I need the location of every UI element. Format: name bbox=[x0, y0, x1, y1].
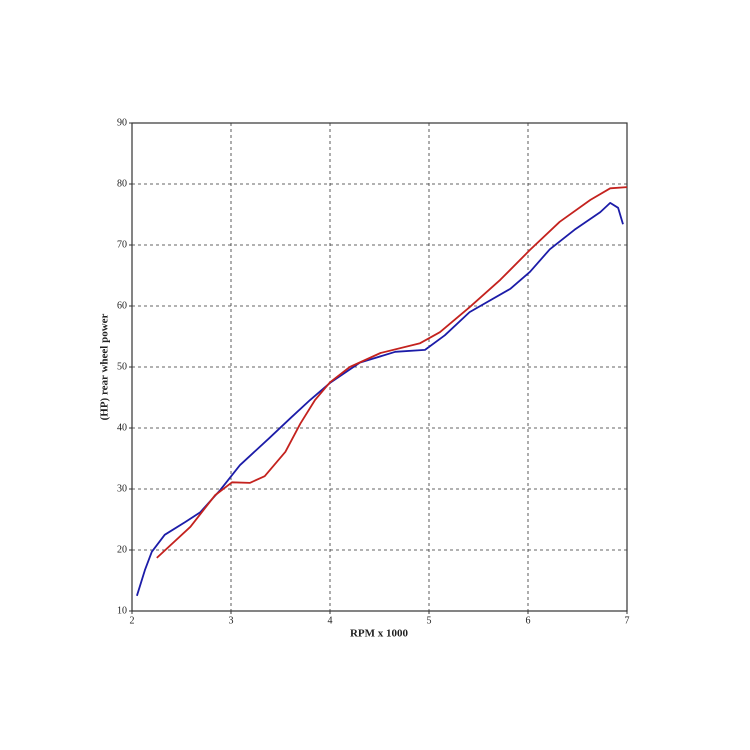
y-tick-label: 90 bbox=[117, 117, 127, 128]
y-tick-label: 40 bbox=[117, 422, 127, 433]
series-line bbox=[156, 186, 628, 559]
x-tick-label: 3 bbox=[229, 615, 234, 626]
y-tick-label: 60 bbox=[117, 300, 127, 311]
x-axis-title: RPM x 1000 bbox=[350, 628, 409, 640]
x-tick-label: 5 bbox=[427, 615, 432, 626]
y-tick-label: 30 bbox=[117, 483, 127, 494]
plot-frame bbox=[131, 122, 628, 612]
x-tick-label: 4 bbox=[328, 615, 333, 626]
y-tick-label: 50 bbox=[117, 361, 127, 372]
y-tick-label: 20 bbox=[117, 544, 127, 555]
x-tick-label: 6 bbox=[526, 615, 531, 626]
x-tick-label: 7 bbox=[625, 615, 630, 626]
y-tick-label: 70 bbox=[117, 239, 127, 250]
y-tick-label: 10 bbox=[117, 605, 127, 616]
y-axis-title: (HP) rear wheel power bbox=[99, 313, 111, 420]
x-tick-label: 2 bbox=[130, 615, 135, 626]
y-tick-label: 80 bbox=[117, 178, 127, 189]
